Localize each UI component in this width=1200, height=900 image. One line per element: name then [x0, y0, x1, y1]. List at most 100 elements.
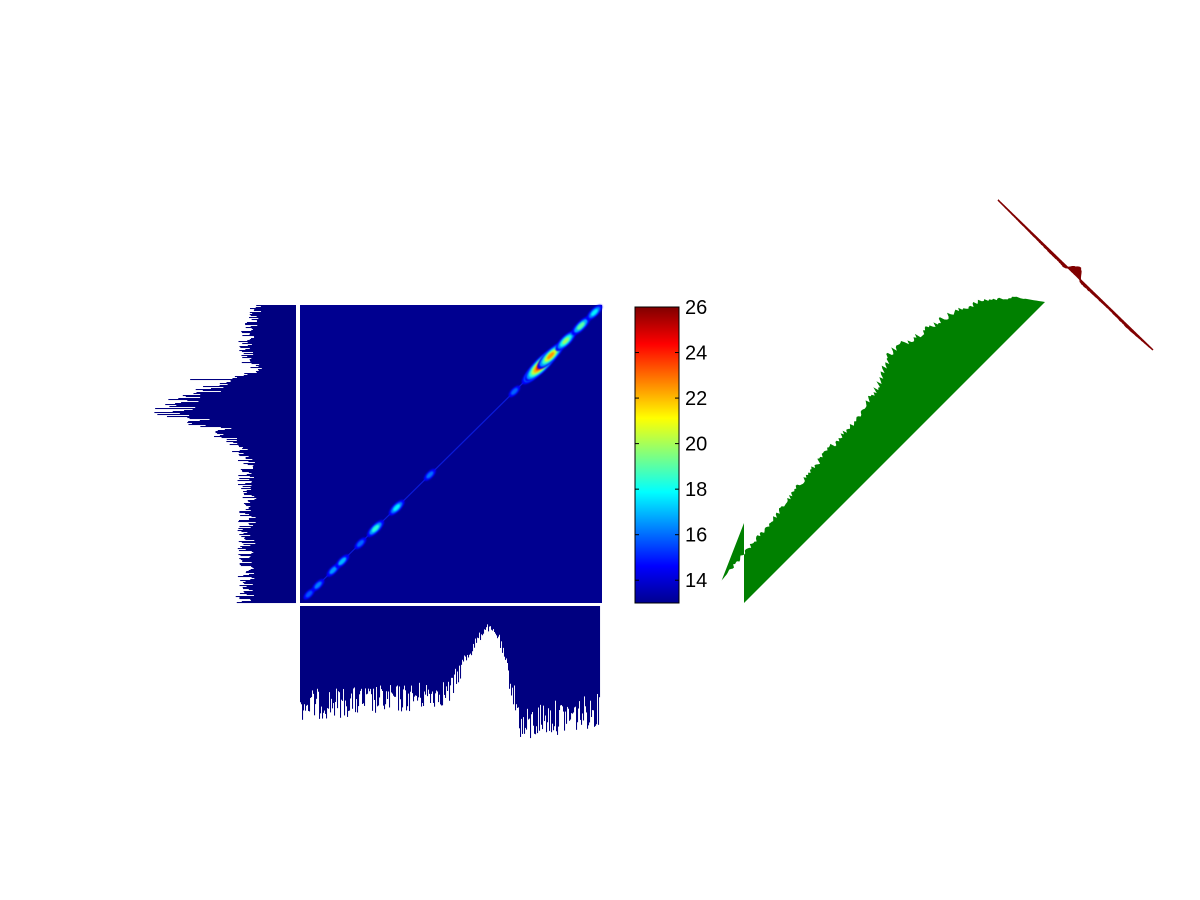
bottom-marginal-bar: [458, 606, 460, 683]
left-marginal-bar: [241, 355, 296, 357]
bottom-marginal-bar: [487, 606, 489, 625]
bottom-marginal-bar: [541, 606, 543, 725]
left-marginal-bar: [250, 506, 296, 508]
bottom-marginal-bar: [351, 606, 353, 694]
bottom-marginal-bar: [426, 606, 428, 686]
left-marginal-bar: [192, 409, 296, 411]
bottom-marginal-bar: [506, 606, 508, 659]
left-marginal-bar: [166, 416, 296, 418]
left-marginal-bar: [253, 525, 296, 527]
left-marginal-bar: [260, 306, 296, 308]
left-marginal-bar: [238, 341, 296, 343]
bottom-marginal-bar: [327, 606, 329, 709]
bottom-marginal-bar: [497, 606, 499, 639]
left-marginal-bar: [245, 324, 296, 326]
bottom-marginal-bar: [390, 606, 392, 686]
bottom-marginal-bar: [325, 606, 327, 714]
left-marginal-bar: [242, 343, 296, 345]
bottom-marginal-bar: [537, 606, 539, 734]
left-marginal-bar: [226, 441, 296, 443]
bottom-marginal-bar: [510, 606, 512, 684]
bottom-marginal-bar: [507, 606, 509, 664]
left-marginal-bar: [242, 447, 296, 449]
left-marginal-bar: [247, 464, 296, 466]
bottom-marginal-bar: [570, 606, 572, 720]
bottom-marginal-bar: [364, 606, 366, 706]
left-marginal-bar: [248, 461, 296, 463]
left-marginal-bar: [239, 558, 296, 560]
bottom-marginal-bar: [533, 606, 535, 726]
heatmap-hotspot-layer: [371, 524, 380, 533]
bottom-marginal-bar: [463, 606, 465, 662]
bottom-marginal-bar: [376, 606, 378, 687]
left-marginal-bar: [238, 550, 296, 552]
anti-diagonal-area-marginal: [997, 199, 1154, 351]
colorbar-tick-label: 14: [685, 570, 707, 592]
bottom-marginal-bar: [339, 606, 341, 693]
bottom-marginal-bar: [316, 606, 318, 699]
left-marginal-bar: [239, 350, 296, 352]
left-marginal-bar: [249, 317, 296, 319]
bottom-marginal-histogram: [300, 606, 601, 739]
bottom-marginal-bar: [516, 606, 518, 705]
left-marginal-bar: [200, 394, 296, 396]
bottom-marginal-bar: [382, 606, 384, 691]
bottom-marginal-bar: [392, 606, 394, 694]
bottom-marginal-bar: [436, 606, 438, 691]
left-marginal-bar: [246, 322, 296, 324]
bottom-marginal-bar: [521, 606, 523, 719]
bottom-marginal-bar: [504, 606, 506, 657]
left-marginal-bar: [245, 483, 296, 485]
left-marginal-bar: [246, 586, 296, 588]
bottom-marginal-bar: [454, 606, 456, 675]
left-marginal-bar: [241, 531, 296, 533]
bottom-marginal-bar: [465, 606, 467, 657]
bottom-marginal-bar: [328, 606, 330, 709]
left-marginal-bar: [251, 344, 296, 346]
left-marginal-bar: [248, 507, 296, 509]
left-marginal-bar: [249, 333, 296, 335]
bottom-marginal-bar: [505, 606, 507, 660]
left-marginal-bar: [239, 511, 296, 513]
bottom-marginal-bar: [445, 606, 447, 698]
left-marginal-bar: [238, 541, 296, 543]
bottom-marginal-bar: [334, 606, 336, 716]
left-marginal-bar: [191, 423, 296, 425]
left-marginal-bar: [185, 396, 296, 398]
heatmap-hotspot: [555, 330, 577, 352]
left-marginal-bar: [231, 428, 296, 430]
bottom-marginal-bar: [381, 606, 383, 690]
bottom-marginal-bar: [582, 606, 584, 714]
bottom-marginal-bar: [452, 606, 454, 678]
bottom-marginal-bar: [475, 606, 477, 639]
bottom-marginal-bar: [372, 606, 374, 711]
bottom-marginal-bar: [353, 606, 355, 689]
left-marginal-bar: [210, 388, 296, 390]
left-marginal-bar: [176, 405, 296, 407]
bottom-marginal-bar: [520, 606, 522, 737]
left-marginal-bar: [215, 431, 296, 433]
left-marginal-bar: [238, 454, 296, 456]
left-marginal-bar: [247, 500, 296, 502]
left-marginal-bar: [256, 320, 296, 322]
bottom-marginal-bar: [423, 606, 425, 707]
bottom-marginal-bar: [306, 606, 308, 706]
bottom-marginal-bar: [366, 606, 368, 695]
bottom-marginal-bar: [443, 606, 445, 683]
left-marginal-bar: [249, 574, 296, 576]
bottom-marginal-bar: [427, 606, 429, 697]
left-marginal-bar: [220, 391, 296, 393]
left-marginal-bar: [249, 308, 296, 310]
left-marginal-bar: [248, 472, 296, 474]
left-marginal-bar: [250, 569, 296, 571]
bottom-marginal-bar: [585, 606, 587, 707]
bottom-marginal-bar: [386, 606, 388, 692]
bottom-marginal-bar: [511, 606, 513, 696]
colorbar-tick-label: 20: [685, 434, 707, 456]
left-marginal-bar: [250, 502, 296, 504]
bottom-marginal-bar: [321, 606, 323, 707]
bottom-marginal-bar: [425, 606, 427, 695]
left-marginal-bar: [250, 326, 296, 328]
left-marginal-bar: [247, 340, 296, 342]
left-marginal-bar: [240, 515, 296, 517]
